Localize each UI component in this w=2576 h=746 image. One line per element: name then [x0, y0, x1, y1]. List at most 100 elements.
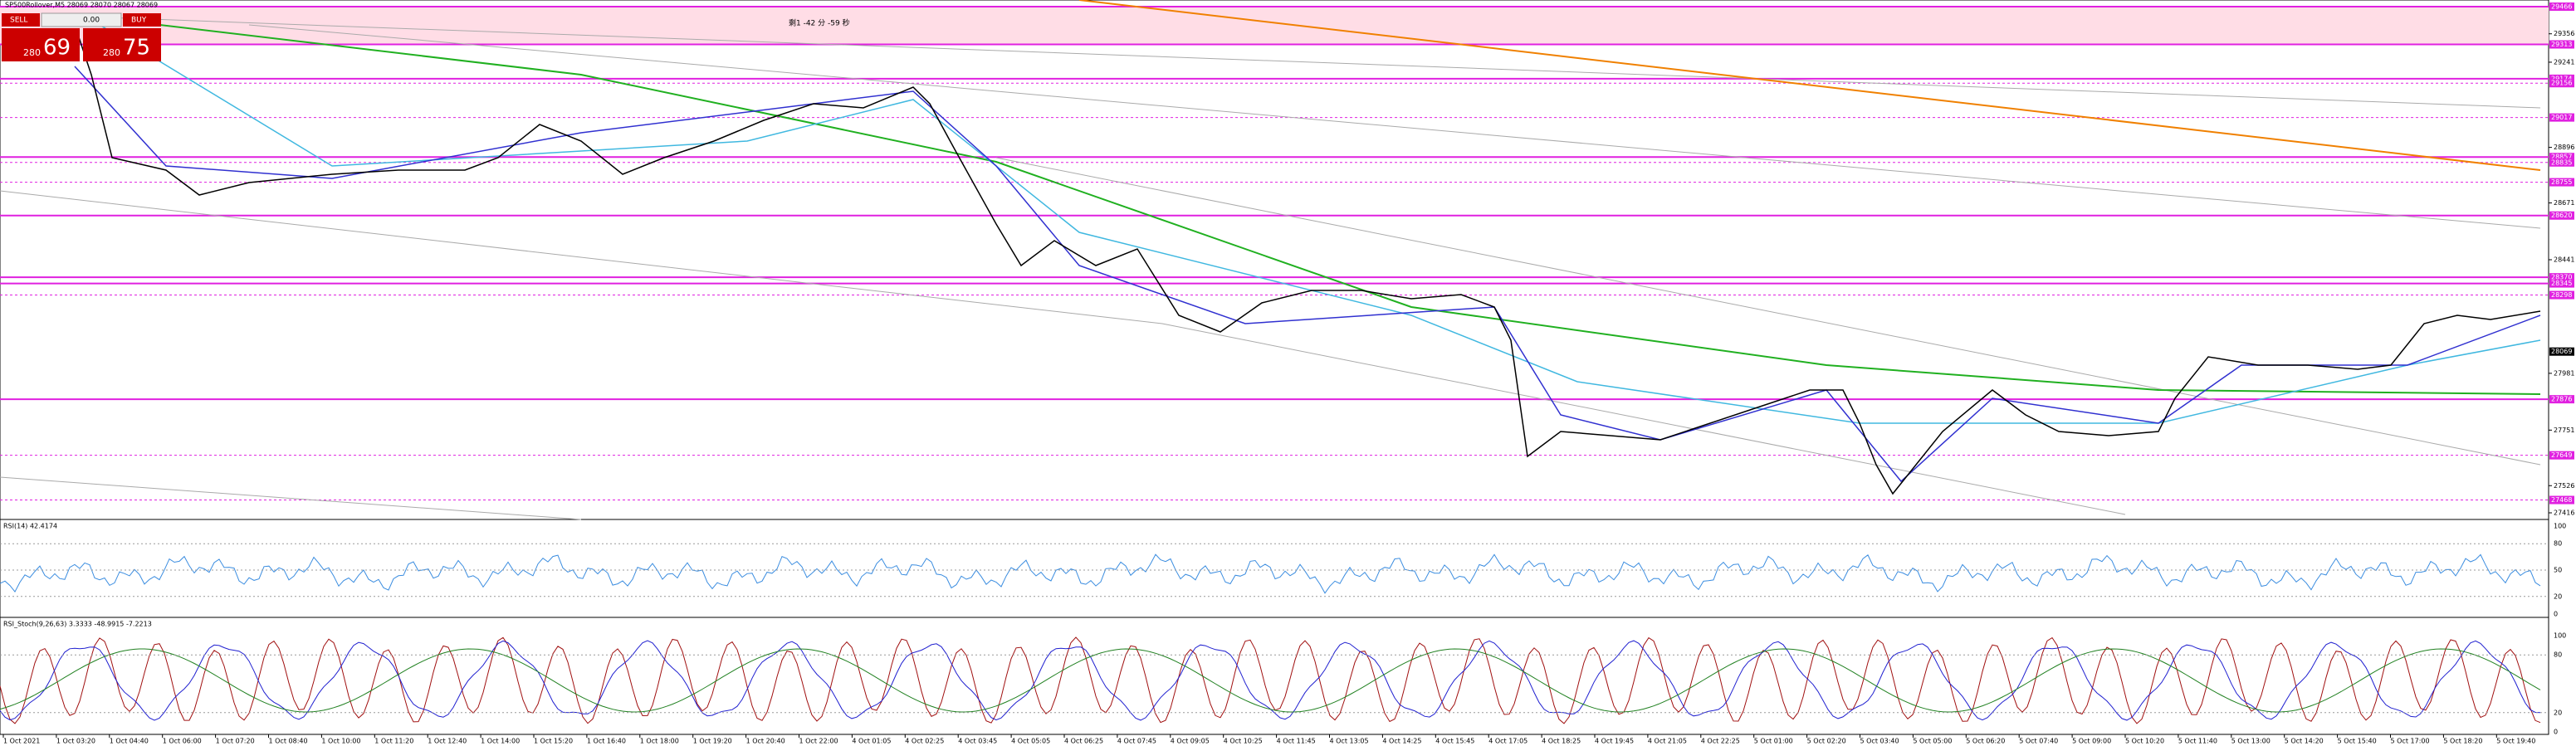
trend-line — [995, 157, 2541, 466]
indicator-axis-label: 50 — [2554, 567, 2562, 574]
time-label: 4 Oct 06:25 — [1064, 738, 1103, 745]
price-label: 29241 — [2554, 58, 2574, 66]
level-label: 28835 — [2551, 158, 2572, 166]
symbol-info: SP500Rollover,M5 28069 28070 28067 28069 — [5, 2, 158, 9]
indicator-axis-label: 100 — [2554, 523, 2566, 530]
time-label: 1 Oct 15:20 — [534, 738, 573, 745]
indicator-axis-label: 20 — [2554, 592, 2562, 600]
countdown: 剩1 -42 分 -59 秒 — [789, 18, 850, 28]
indicator-axis-label: 0 — [2554, 729, 2558, 736]
time-label: 4 Oct 07:45 — [1117, 738, 1156, 745]
level-label: 28620 — [2551, 212, 2572, 219]
sell-button[interactable] — [2, 13, 40, 27]
trend-line — [248, 24, 2541, 229]
time-label: 5 Oct 01:00 — [1754, 738, 1793, 745]
moving-average — [74, 66, 2541, 483]
moving-average — [1078, 0, 2541, 171]
level-label: 27876 — [2551, 396, 2572, 403]
level-tag — [2549, 40, 2574, 49]
level-tag — [2549, 113, 2574, 122]
stoch-label: RSI_Stoch(9,26,63) 3.3333 -48.9915 -7.22… — [3, 621, 152, 628]
buy-price[interactable] — [83, 28, 161, 61]
level-tag — [2549, 451, 2574, 460]
time-label: 1 Oct 03:20 — [56, 738, 95, 745]
level-label: 28755 — [2551, 178, 2572, 186]
time-label: 5 Oct 17:00 — [2391, 738, 2430, 745]
time-label: 4 Oct 03:45 — [958, 738, 997, 745]
time-label: 1 Oct 16:40 — [587, 738, 626, 745]
time-label: 5 Oct 15:40 — [2338, 738, 2377, 745]
stoch-line — [0, 648, 2541, 713]
lots-value: 0.00 — [83, 17, 100, 25]
levels — [0, 6, 2549, 501]
price-label: 27751 — [2554, 427, 2574, 434]
time-label: 4 Oct 19:45 — [1595, 738, 1634, 745]
level-label: 29313 — [2551, 41, 2572, 48]
time-label: 4 Oct 02:25 — [905, 738, 944, 745]
time-label: 5 Oct 19:40 — [2496, 738, 2535, 745]
moving-average — [124, 20, 2541, 395]
sell-text[interactable]: SELL — [10, 17, 27, 25]
time-label: 5 Oct 05:00 — [1913, 738, 1952, 745]
buy-text[interactable]: BUY — [131, 17, 147, 25]
time-label: 5 Oct 18:20 — [2443, 738, 2482, 745]
level-tag — [2549, 279, 2574, 288]
level-label: 28345 — [2551, 280, 2572, 287]
level-label: 29017 — [2551, 114, 2572, 121]
level-tag — [2549, 158, 2574, 167]
indicator-axis-label: 80 — [2554, 651, 2562, 659]
level-label: 27468 — [2551, 496, 2572, 504]
level-label: 28298 — [2551, 291, 2572, 299]
chart-frame — [0, 0, 2549, 735]
time-label: 4 Oct 09:05 — [1171, 738, 1210, 745]
level-tag — [2549, 211, 2574, 220]
buy-button[interactable] — [123, 13, 161, 27]
time-label: 4 Oct 05:05 — [1011, 738, 1050, 745]
level-label: 28857 — [2551, 154, 2572, 161]
time-label: 1 Oct 14:00 — [481, 738, 520, 745]
time-label: 4 Oct 15:45 — [1435, 738, 1474, 745]
price-label: 28671 — [2554, 199, 2574, 207]
time-label: 1 Oct 18:00 — [640, 738, 679, 745]
level-label: 29174 — [2551, 75, 2572, 82]
level-tag — [2549, 290, 2574, 300]
time-label: 5 Oct 02:20 — [1807, 738, 1846, 745]
time-label: 4 Oct 22:25 — [1701, 738, 1740, 745]
time-label: 4 Oct 21:05 — [1648, 738, 1687, 745]
indicator-axis-label: 80 — [2554, 540, 2562, 548]
time-label: 1 Oct 10:00 — [321, 738, 360, 745]
price-label: 29356 — [2554, 30, 2574, 37]
indicator-axis-label: 0 — [2554, 611, 2558, 618]
time-label: 1 Oct 22:00 — [799, 738, 838, 745]
lots-input[interactable] — [41, 12, 122, 27]
time-label: 1 Oct 12:40 — [428, 738, 467, 745]
time-label: 1 Oct 20:40 — [746, 738, 785, 745]
stoch-line — [0, 636, 2541, 724]
time-label: 5 Oct 14:20 — [2285, 738, 2324, 745]
zone-band — [0, 7, 2549, 45]
rsi-label: RSI(14) 42.4174 — [3, 523, 57, 530]
time-label: 5 Oct 07:40 — [2019, 738, 2058, 745]
level-tag — [2549, 273, 2574, 282]
time-label: 5 Oct 06:20 — [1966, 738, 2005, 745]
time-label: 5 Oct 11:40 — [2178, 738, 2217, 745]
indicator-axis-label: 20 — [2554, 709, 2562, 716]
level-label: 28370 — [2551, 274, 2572, 281]
level-tag — [2549, 153, 2574, 162]
time-label: 4 Oct 01:05 — [852, 738, 891, 745]
time-label: 4 Oct 10:25 — [1224, 738, 1263, 745]
level-tag — [2549, 2, 2574, 11]
trend-line — [0, 190, 2126, 515]
price-label: 27981 — [2554, 369, 2574, 377]
level-tag — [2549, 79, 2574, 88]
price-label: 27526 — [2554, 482, 2574, 490]
time-label: 1 Oct 2021 — [3, 738, 40, 745]
price-label: 27416 — [2554, 510, 2574, 517]
time-label: 5 Oct 13:00 — [2231, 738, 2270, 745]
sell-price[interactable] — [2, 28, 80, 61]
price-label: 28896 — [2554, 144, 2574, 151]
time-label: 1 Oct 08:40 — [269, 738, 308, 745]
level-label: 29466 — [2551, 3, 2572, 11]
time-label: 4 Oct 14:25 — [1382, 738, 1421, 745]
